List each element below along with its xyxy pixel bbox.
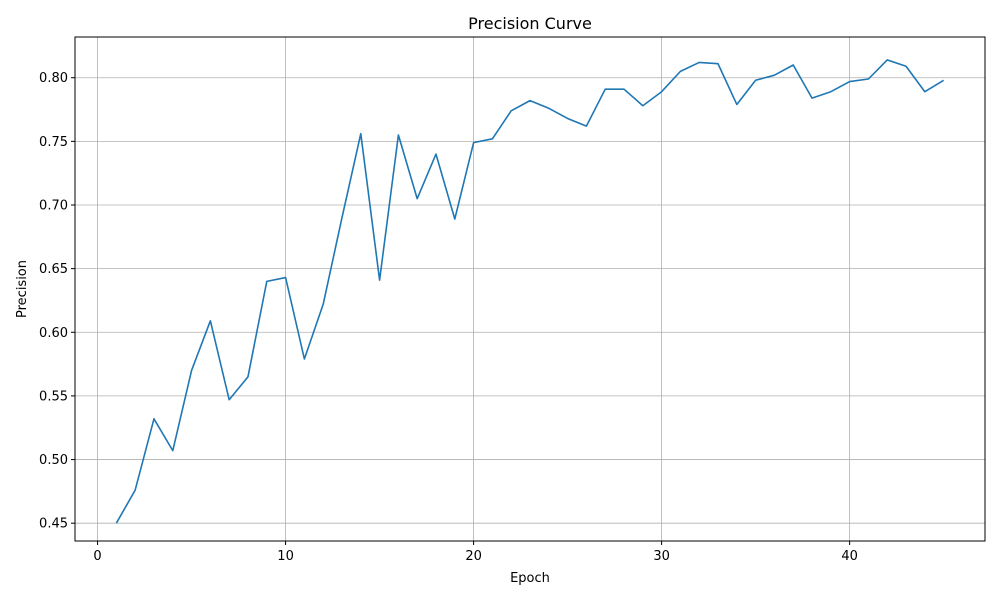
series-layer bbox=[115, 59, 945, 524]
x-axis-label: Epoch bbox=[510, 571, 550, 586]
y-tick-label: 0.50 bbox=[39, 453, 68, 468]
y-axis-label: Precision bbox=[15, 260, 30, 318]
plot-background bbox=[75, 37, 985, 541]
y-tick-label: 0.75 bbox=[39, 135, 68, 150]
x-tick-label: 40 bbox=[841, 549, 858, 564]
y-tick-label: 0.55 bbox=[39, 389, 68, 404]
x-tick-label: 10 bbox=[277, 549, 294, 564]
precision-series-line bbox=[115, 59, 945, 524]
y-tick-label: 0.70 bbox=[39, 199, 68, 214]
chart-title: Precision Curve bbox=[468, 14, 592, 33]
y-tick-label: 0.65 bbox=[39, 262, 68, 277]
x-tick-label: 20 bbox=[465, 549, 482, 564]
axis-ticks: 0 10 20 30 40 0.45 0.50 0.55 0.60 0.65 0.70 0.75 0.8… bbox=[39, 71, 858, 564]
y-tick-label: 0.80 bbox=[39, 71, 68, 86]
x-tick-label: 0 bbox=[93, 549, 101, 564]
y-tick-label: 0.60 bbox=[39, 326, 68, 341]
y-tick-label: 0.45 bbox=[39, 517, 68, 532]
grid bbox=[75, 37, 985, 541]
plot-frame bbox=[74, 36, 986, 542]
x-tick-label: 30 bbox=[653, 549, 670, 564]
